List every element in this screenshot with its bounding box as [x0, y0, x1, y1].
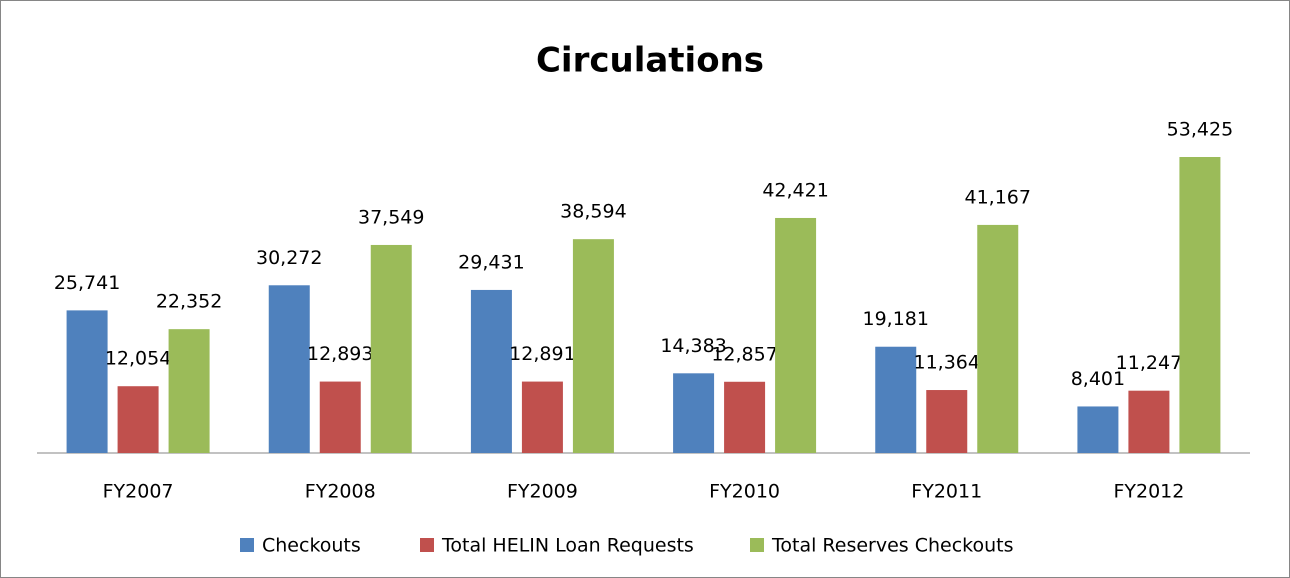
x-tick-label: FY2012: [1113, 481, 1184, 503]
x-tick-label: FY2008: [305, 481, 376, 503]
data-label: 11,247: [1116, 352, 1182, 374]
bar: [370, 244, 412, 453]
legend-label: Checkouts: [262, 535, 361, 557]
bar: [1179, 157, 1221, 453]
bar: [775, 217, 817, 453]
data-label: 53,425: [1167, 119, 1233, 141]
data-label: 12,054: [105, 348, 171, 370]
data-label: 41,167: [965, 186, 1031, 208]
bar: [926, 390, 968, 453]
legend-swatch: [420, 538, 434, 552]
bar: [319, 381, 361, 453]
bar: [470, 289, 512, 453]
data-label: 8,401: [1071, 368, 1125, 390]
bar: [1128, 390, 1170, 453]
bar: [66, 310, 108, 453]
data-label: 12,857: [711, 343, 777, 365]
x-tick-label: FY2010: [709, 481, 780, 503]
legend-label: Total Reserves Checkouts: [771, 535, 1014, 557]
bar: [268, 285, 310, 453]
data-label: 29,431: [458, 251, 524, 273]
x-tick-label: FY2007: [103, 481, 174, 503]
data-label: 12,891: [509, 343, 575, 365]
data-label: 37,549: [358, 206, 424, 228]
bar: [673, 373, 715, 453]
bar: [724, 381, 766, 453]
bar: [977, 224, 1019, 453]
bar: [117, 386, 159, 453]
legend-swatch: [240, 538, 254, 552]
data-label: 19,181: [863, 308, 929, 330]
bar: [521, 381, 563, 453]
x-tick-label: FY2011: [911, 481, 982, 503]
data-label: 11,364: [914, 352, 980, 374]
bar: [168, 329, 210, 453]
chart-title: Circulations: [536, 41, 764, 81]
data-label: 42,421: [762, 179, 828, 201]
bar: [875, 346, 917, 453]
bar: [572, 239, 614, 453]
legend-label: Total HELIN Loan Requests: [441, 535, 694, 557]
data-label: 14,383: [660, 335, 726, 357]
data-label: 22,352: [156, 291, 222, 313]
data-label: 25,741: [54, 272, 120, 294]
data-label: 38,594: [560, 201, 626, 223]
data-label: 30,272: [256, 247, 322, 269]
bar: [1077, 406, 1119, 453]
x-tick-label: FY2009: [507, 481, 578, 503]
data-label: 12,893: [307, 343, 373, 365]
legend-swatch: [750, 538, 764, 552]
